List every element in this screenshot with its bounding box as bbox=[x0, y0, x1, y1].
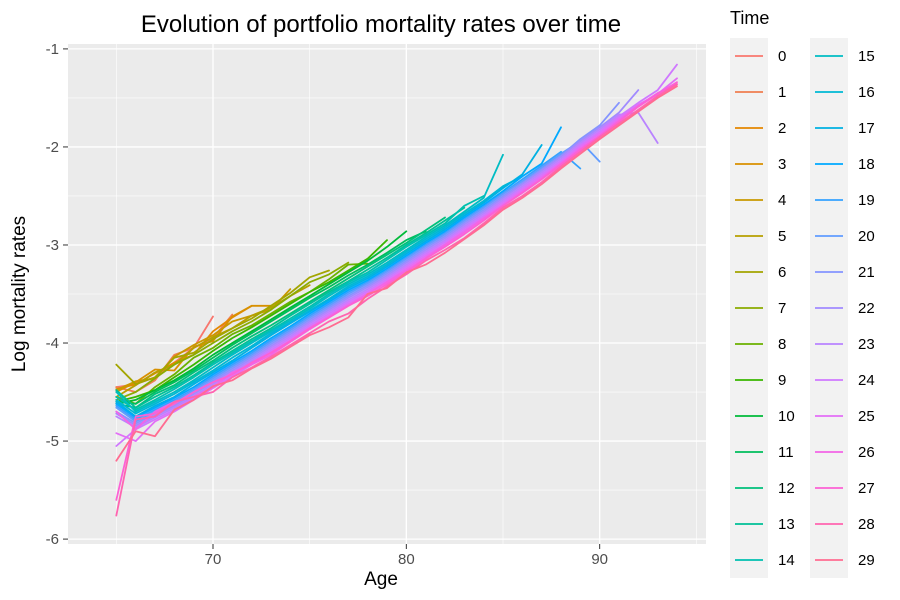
series-line-time-27 bbox=[115, 81, 678, 501]
legend-label: 1 bbox=[778, 84, 786, 101]
series-line-time-10 bbox=[115, 230, 408, 405]
legend-label: 4 bbox=[778, 192, 786, 209]
legend-label: 23 bbox=[858, 336, 875, 353]
series-line-time-6 bbox=[115, 269, 330, 386]
legend-label: 20 bbox=[858, 228, 875, 245]
legend-label: 9 bbox=[778, 372, 786, 389]
series-line-time-25 bbox=[115, 77, 678, 443]
legend-label: 8 bbox=[778, 336, 786, 353]
y-tick-label: -2 bbox=[46, 139, 59, 156]
legend-label: 0 bbox=[778, 48, 786, 65]
legend-label: 19 bbox=[858, 192, 875, 209]
legend-label: 25 bbox=[858, 408, 875, 425]
legend-label: 24 bbox=[858, 372, 875, 389]
legend-label: 29 bbox=[858, 552, 875, 569]
legend-label: 14 bbox=[778, 552, 795, 569]
legend-title: Time bbox=[730, 8, 769, 28]
series-line-time-5 bbox=[115, 284, 311, 398]
legend-label: 28 bbox=[858, 516, 875, 533]
legend-label: 5 bbox=[778, 228, 786, 245]
legend-label: 27 bbox=[858, 480, 875, 497]
x-axis-title: Age bbox=[364, 569, 398, 590]
legend-label: 13 bbox=[778, 516, 795, 533]
legend-label: 6 bbox=[778, 264, 786, 281]
legend-label: 3 bbox=[778, 156, 786, 173]
y-axis-title: Log mortality rates bbox=[9, 216, 30, 372]
x-tick-label: 90 bbox=[591, 551, 608, 568]
series-line-time-7 bbox=[115, 261, 350, 401]
y-tick-label: -3 bbox=[46, 237, 59, 254]
x-tick-label: 80 bbox=[398, 551, 415, 568]
legend-label: 11 bbox=[778, 444, 794, 461]
legend-label: 15 bbox=[858, 48, 875, 65]
grid-lines bbox=[68, 44, 706, 544]
series-line-time-8 bbox=[115, 262, 369, 405]
legend-label: 17 bbox=[858, 120, 875, 137]
x-tick-label: 70 bbox=[205, 551, 222, 568]
legend: Time 01234567891011121314151617181920212… bbox=[730, 8, 875, 578]
axes: 70 80 90 -6 -5 -4 -3 -2 -1 bbox=[46, 41, 608, 568]
y-tick-label: -5 bbox=[46, 433, 59, 450]
series-line-time-29 bbox=[115, 85, 678, 462]
legend-label: 2 bbox=[778, 120, 786, 137]
series-line-time-11 bbox=[115, 230, 427, 405]
y-tick-label: -1 bbox=[46, 41, 59, 58]
legend-label: 10 bbox=[778, 408, 795, 425]
series-line-time-20 bbox=[115, 140, 601, 423]
series-line-time-17 bbox=[115, 144, 543, 418]
legend-label: 7 bbox=[778, 300, 786, 317]
y-tick-label: -6 bbox=[46, 531, 59, 548]
series-line-time-23 bbox=[115, 111, 659, 429]
legend-label: 26 bbox=[858, 444, 875, 461]
series-line-time-12 bbox=[115, 216, 446, 409]
series-line-time-14 bbox=[115, 195, 485, 411]
legend-label: 22 bbox=[858, 300, 875, 317]
series-line-time-13 bbox=[115, 206, 466, 409]
legend-label: 18 bbox=[858, 156, 875, 173]
legend-label: 12 bbox=[778, 480, 795, 497]
chart-title: Evolution of portfolio mortality rates o… bbox=[141, 11, 621, 38]
series-lines bbox=[115, 63, 678, 517]
series-line-time-15 bbox=[115, 153, 504, 413]
legend-label: 21 bbox=[858, 264, 875, 281]
y-tick-label: -4 bbox=[46, 335, 59, 352]
legend-label: 16 bbox=[858, 84, 875, 101]
series-line-time-18 bbox=[115, 126, 562, 419]
